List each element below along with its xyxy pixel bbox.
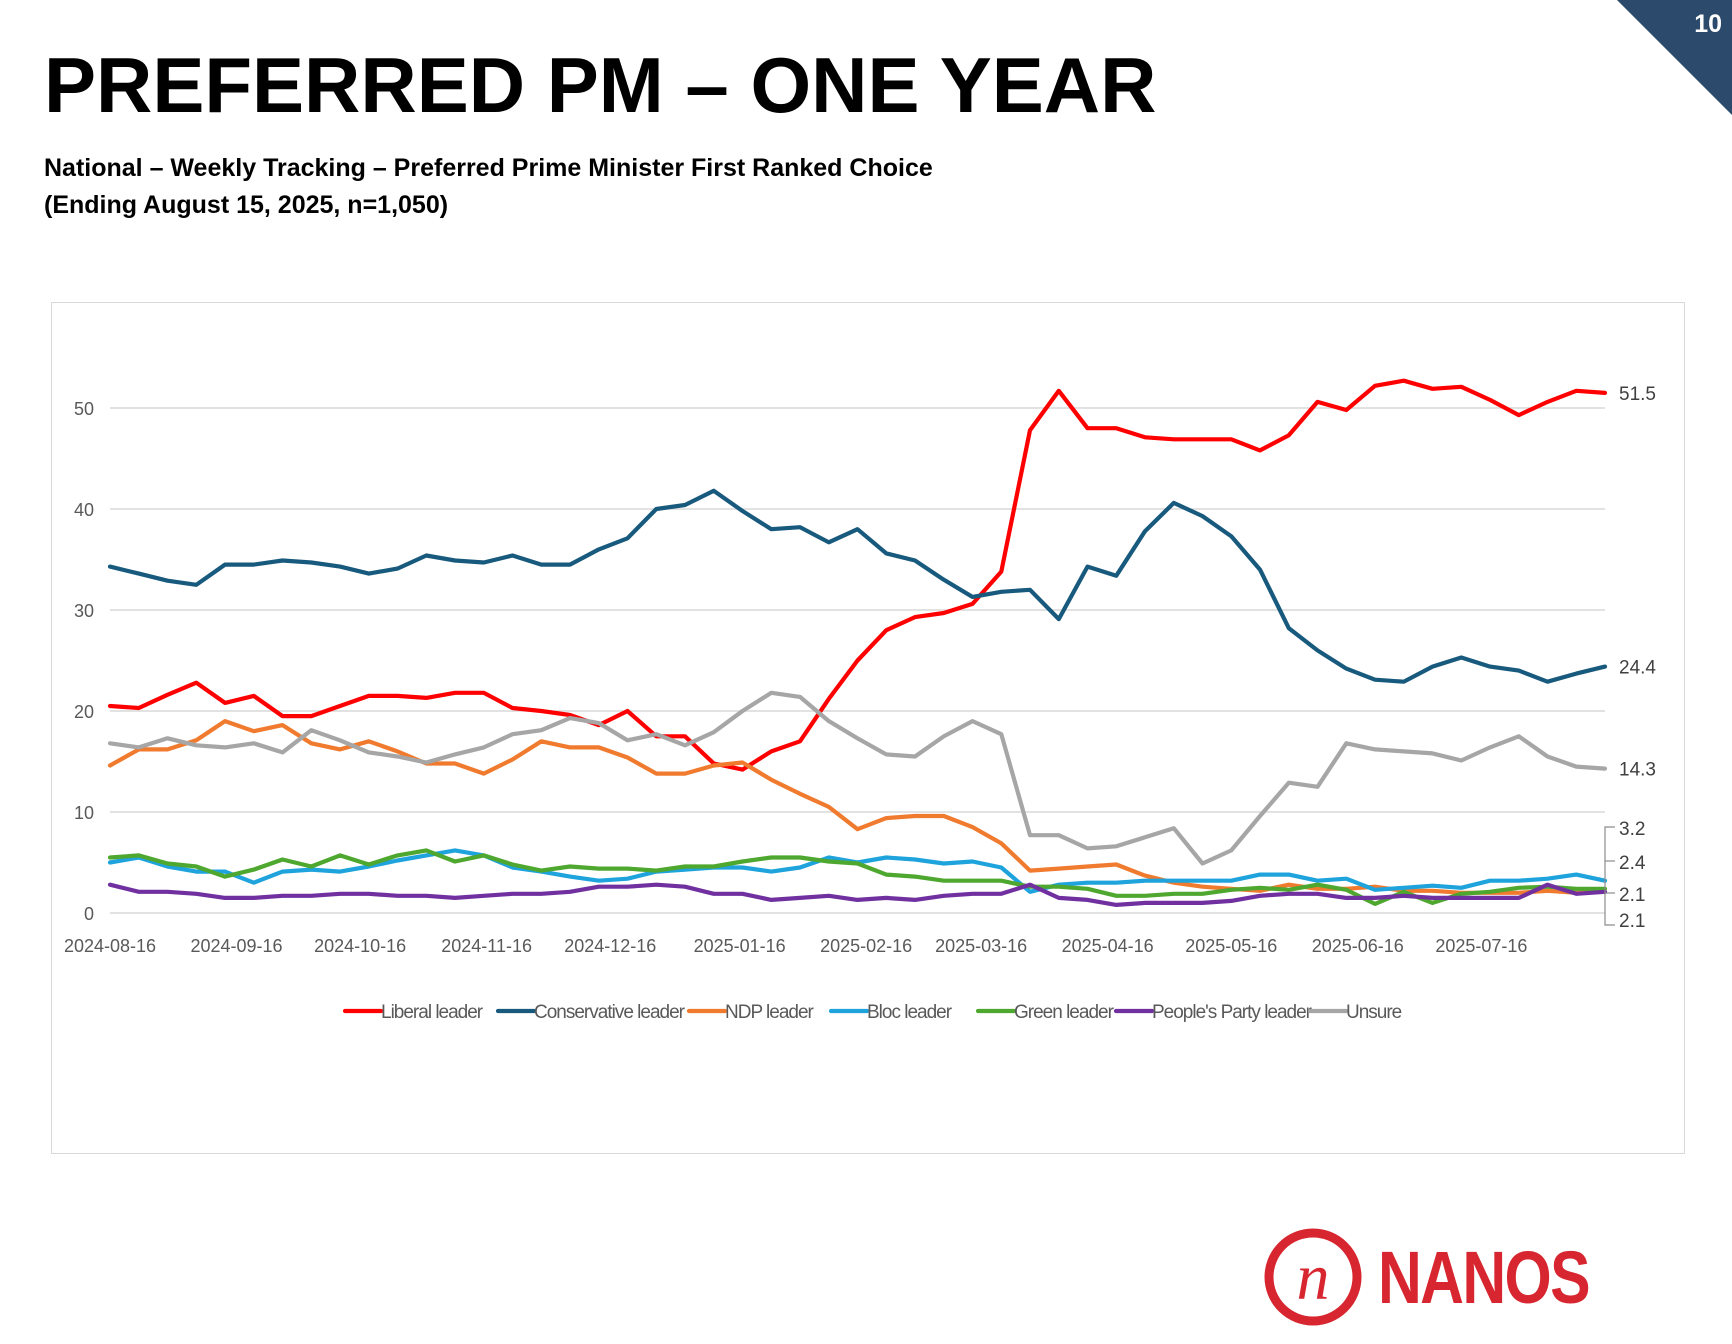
x-tick-label: 2025-06-16 [1312,936,1404,956]
end-labels: 51.5 24.4 14.3 3.2 2.4 2.1 2.1 [1604,384,1656,932]
legend-item: Liberal leader [342,1002,485,1023]
x-axis-ticks: 2024-08-16 2024-09-16 2024-10-16 2024-11-16… [64,936,1527,956]
end-label-bracket [1604,826,1615,926]
x-tick-label: 2025-03-16 [935,936,1027,956]
legend-label: Conservative leader [534,1002,686,1023]
end-label: 14.3 [1619,760,1656,781]
x-tick-label: 2024-08-16 [64,936,156,956]
end-label: 51.5 [1619,384,1656,405]
legend-label: Green leader [1014,1002,1115,1023]
end-label: 2.1 [1619,911,1645,932]
series-line [107,848,1608,907]
gridlines [110,407,1605,914]
nanos-logo: n NANOS [1255,1225,1600,1330]
y-axis-ticks: 0 10 20 30 40 50 [74,399,94,924]
logo-mark-letter: n [1297,1241,1330,1314]
x-tick-label: 2024-11-16 [441,936,532,956]
x-tick-label: 2025-05-16 [1185,936,1277,956]
x-tick-label: 2025-01-16 [694,936,786,956]
legend-label: Unsure [1346,1002,1402,1023]
chart-area: 0 10 20 30 40 50 2024-08-16 2024-09-16 2024-10-… [51,302,1685,1154]
legend-item: Bloc leader [828,1002,954,1023]
subtitle-line-1: National – Weekly Tracking – Preferred P… [44,154,933,182]
series-line [107,882,1608,908]
series-line [107,719,1608,895]
page-corner [1617,0,1732,115]
legend-label: Liberal leader [381,1002,484,1023]
legend: Liberal leader Conservative leader NDP lea… [342,1002,1403,1023]
x-tick-label: 2024-10-16 [314,936,406,956]
page-title: PREFERRED PM – ONE YEAR [44,41,1157,129]
logo-text: NANOS [1378,1236,1591,1319]
logo-mark-icon: n [1264,1228,1362,1326]
x-tick-label: 2024-09-16 [190,936,282,956]
line-chart: 0 10 20 30 40 50 2024-08-16 2024-09-16 2024-10-… [64,378,1656,1023]
y-tick-label: 50 [74,399,94,419]
legend-label: NDP leader [725,1002,815,1023]
x-tick-label: 2024-12-16 [564,936,656,956]
y-tick-label: 30 [74,601,94,621]
corner-triangle [1617,0,1732,115]
series-line [107,690,1608,866]
legend-item: People's Party leader [1113,1002,1314,1023]
y-tick-label: 20 [74,702,94,722]
subtitle-line-2: (Ending August 15, 2025, n=1,050) [44,191,449,219]
legend-item: Unsure [1307,1002,1403,1023]
legend-item: Green leader [975,1002,1116,1023]
page-number: 10 [1694,10,1722,38]
x-tick-label: 2025-07-16 [1435,936,1527,956]
y-tick-label: 0 [84,904,94,924]
legend-label: People's Party leader [1152,1002,1313,1023]
legend-label: Bloc leader [867,1002,953,1023]
y-tick-label: 10 [74,803,94,823]
y-tick-label: 40 [74,500,94,520]
series-lines [107,378,1608,908]
x-tick-label: 2025-04-16 [1062,936,1154,956]
legend-item: NDP leader [686,1002,816,1023]
series-line [107,488,1608,684]
end-label: 2.4 [1619,853,1646,874]
page-subtitle: National – Weekly Tracking – Preferred P… [44,150,933,224]
end-label: 2.1 [1619,885,1645,906]
end-label: 24.4 [1619,658,1656,679]
end-label: 3.2 [1619,819,1645,840]
legend-item: Conservative leader [495,1002,687,1023]
x-tick-label: 2025-02-16 [820,936,912,956]
series-line [107,378,1608,772]
